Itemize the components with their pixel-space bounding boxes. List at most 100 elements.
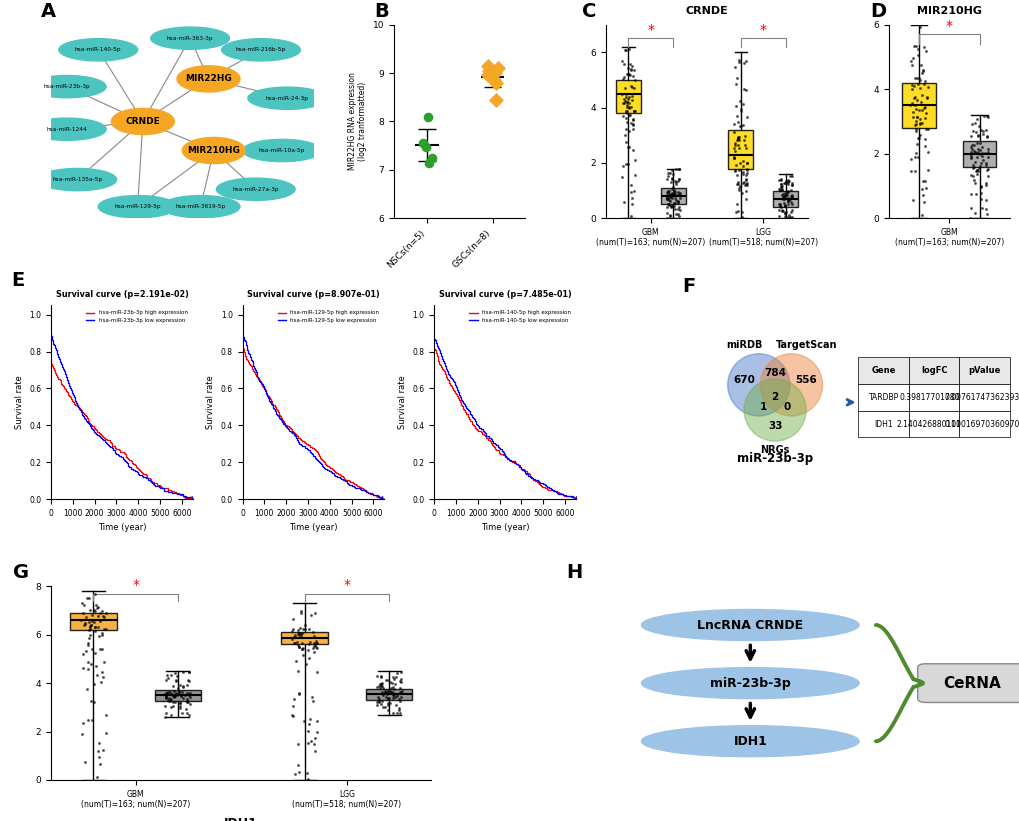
Point [289,737,306,750]
Point [660,193,677,206]
Point [169,681,185,695]
Point [306,737,322,750]
Point [732,157,748,170]
Point [384,681,400,694]
Point [82,620,98,633]
Point [726,61,742,74]
Point [486,67,502,80]
Point [908,111,924,124]
Ellipse shape [641,609,858,640]
Point [618,135,634,149]
Point [369,699,385,712]
Point [74,716,91,729]
Point [729,204,745,218]
Point [916,74,932,87]
Point [614,72,631,85]
Point [95,671,111,684]
Point [164,688,180,701]
Point [773,190,790,204]
Point [386,691,403,704]
PathPatch shape [281,632,327,644]
Point [771,200,788,213]
Point [658,186,675,199]
Point [387,671,404,684]
Ellipse shape [248,87,326,109]
Point [84,608,100,621]
Point [773,189,790,202]
Point [919,163,935,177]
Point [300,652,316,665]
Point [738,185,754,198]
Point [738,168,754,181]
Point [620,67,636,80]
Point [907,117,923,131]
Point [86,695,102,709]
Point [168,688,184,701]
Point [665,196,682,209]
Point [728,109,744,122]
Point [623,80,639,94]
Point [301,638,317,651]
Point [978,145,995,158]
Point [392,686,409,699]
Text: hsa-miR-363-3p: hsa-miR-363-3p [167,35,213,41]
Point [613,54,630,67]
Point [968,164,984,177]
Point [770,182,787,195]
Point [92,643,108,656]
Point [616,129,633,142]
Point [160,694,176,707]
Point [173,686,190,699]
Point [730,133,746,146]
Point [73,597,90,610]
Point [729,178,745,191]
Point [164,696,180,709]
Point [168,674,184,687]
Point [625,143,641,156]
Point [969,130,985,143]
Ellipse shape [641,667,858,699]
Point [289,627,306,640]
Ellipse shape [111,108,174,135]
Point [661,209,678,222]
Point [163,709,179,722]
Point [169,688,185,701]
Point [284,699,301,712]
Ellipse shape [216,178,294,200]
Point [727,164,743,177]
Point [737,173,753,186]
Point [392,675,409,688]
Point [614,159,631,172]
Point [911,116,927,129]
Point [729,132,745,145]
Point [625,63,641,76]
Point [92,758,108,771]
Point [166,695,182,709]
Point [669,207,686,220]
Point [620,90,636,103]
Point [731,53,747,67]
Point [620,140,636,154]
Point [663,188,680,201]
X-axis label: Time (year): Time (year) [98,524,146,532]
Point [971,160,987,173]
Point [726,142,742,155]
Point [907,124,923,137]
PathPatch shape [728,130,752,168]
Point [918,90,934,103]
Point [622,117,638,130]
Point [88,659,104,672]
Point [618,101,634,114]
Point [738,172,754,186]
Point [783,190,799,203]
Point [979,169,996,182]
Point [968,167,984,181]
Point [378,687,394,700]
Point [779,191,795,204]
Text: *: * [131,578,139,592]
Point [966,155,982,168]
Point [93,676,109,689]
PathPatch shape [155,690,201,701]
Point [662,200,679,213]
Point [94,665,110,678]
